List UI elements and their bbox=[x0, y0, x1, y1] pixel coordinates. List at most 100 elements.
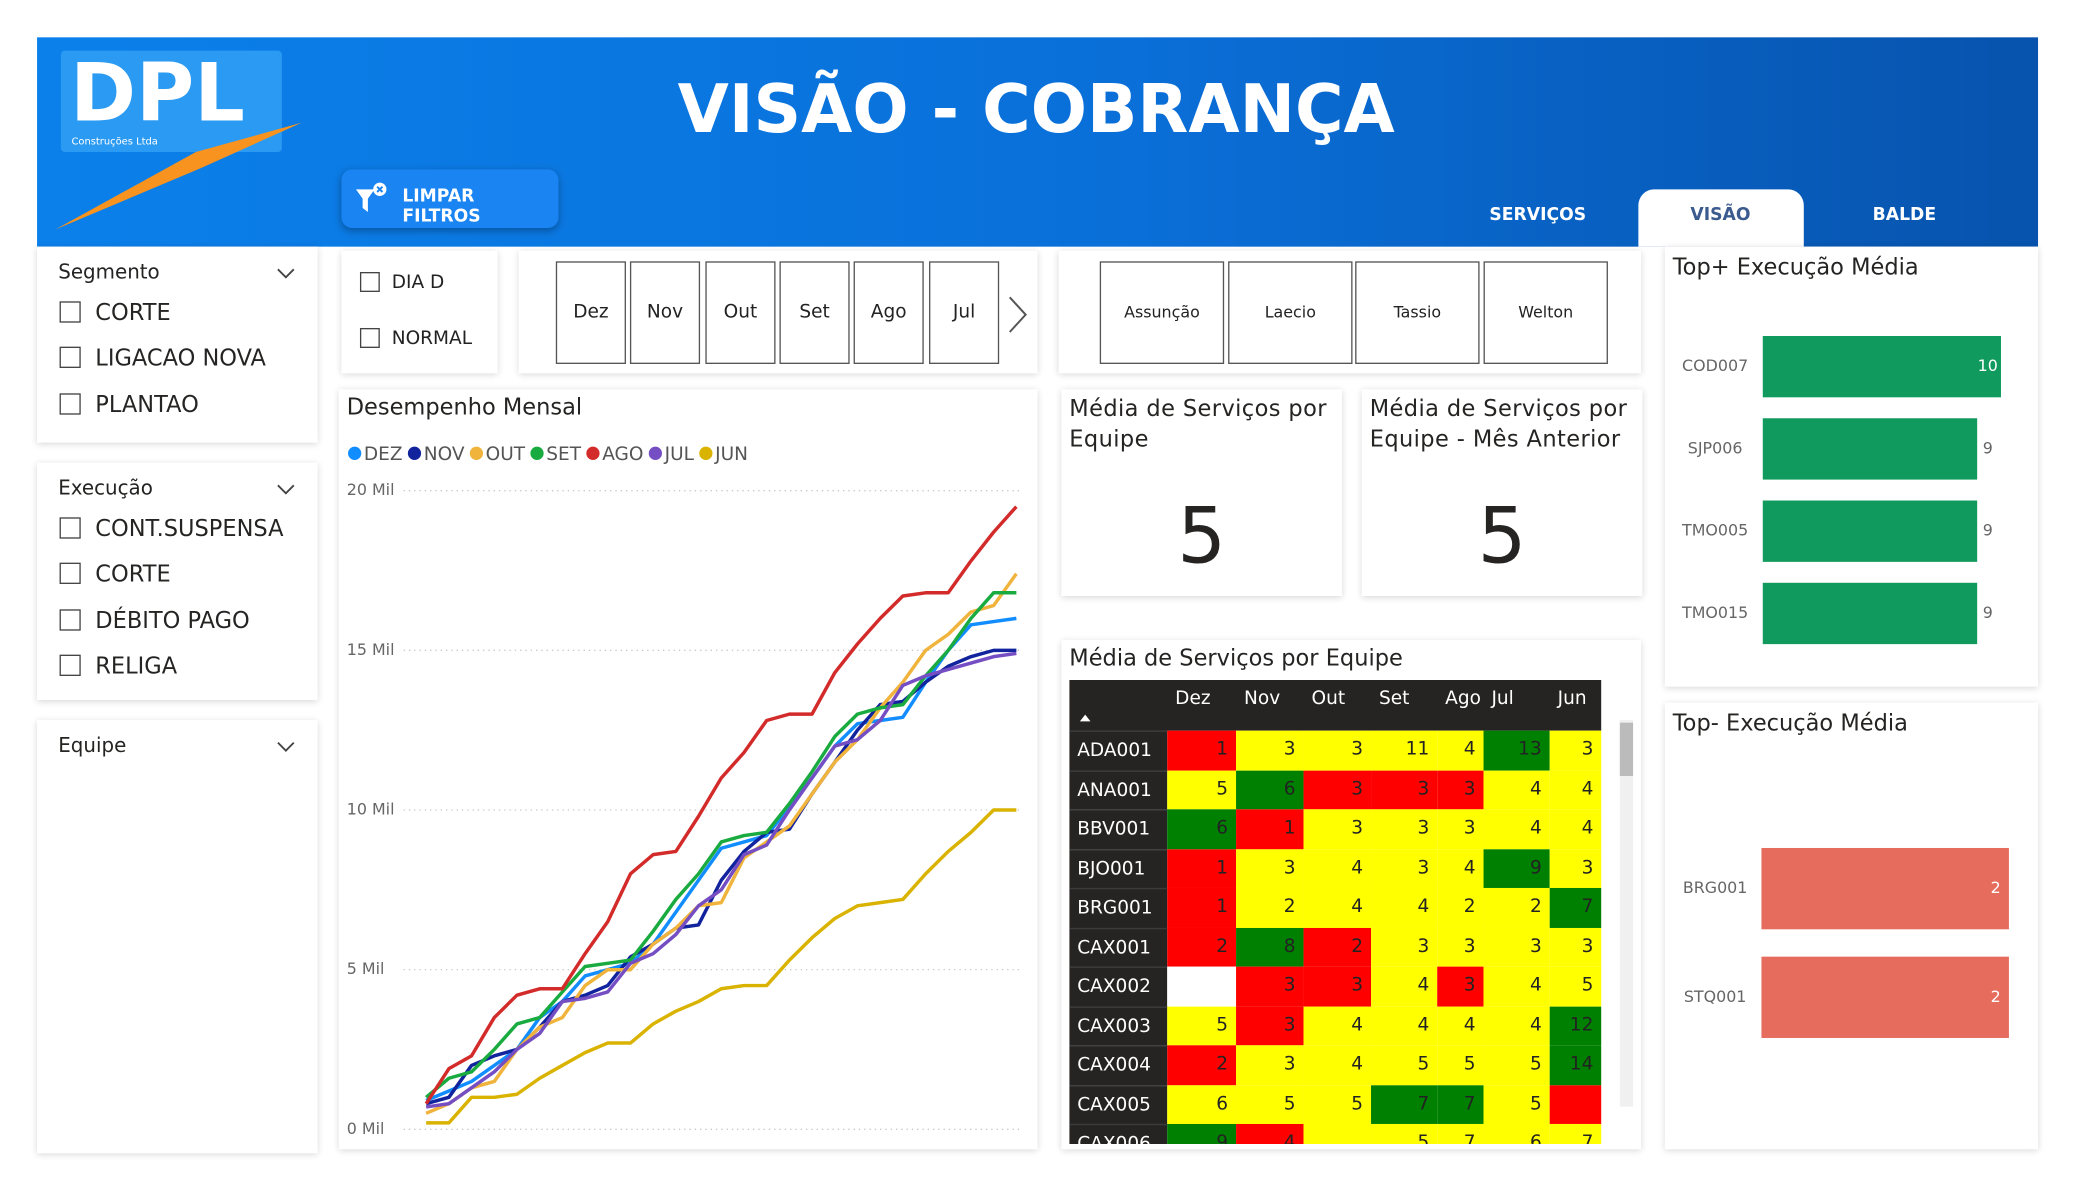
matrix-row-header: CAX006 bbox=[1069, 1123, 1168, 1144]
matrix-cell: 7 bbox=[1437, 1084, 1484, 1124]
checkbox[interactable] bbox=[59, 393, 81, 415]
matrix-cell: 5 bbox=[1167, 1005, 1237, 1046]
matrix-cell: 4 bbox=[1549, 769, 1602, 810]
slicer-option-label: LIGACAO NOVA bbox=[95, 345, 266, 373]
scrollbar-thumb[interactable] bbox=[1619, 722, 1634, 776]
matrix-column-header[interactable]: Nov bbox=[1243, 687, 1281, 710]
slicer-option-label: CORTE bbox=[95, 299, 171, 327]
matrix-cell: 1 bbox=[1236, 809, 1304, 849]
slicer-option[interactable]: CORTE bbox=[56, 297, 307, 329]
month-button[interactable]: Set bbox=[779, 261, 850, 364]
matrix-row-header: CAX003 bbox=[1069, 1005, 1168, 1046]
matrix-column-header[interactable]: Jul bbox=[1491, 687, 1514, 710]
matrix-column-header[interactable]: Jun bbox=[1557, 687, 1587, 710]
matrix-cell: 4 bbox=[1437, 1005, 1484, 1046]
month-button[interactable]: Ago bbox=[853, 261, 924, 364]
bar-chart-panel bbox=[1664, 246, 2039, 687]
checkbox[interactable] bbox=[59, 347, 81, 369]
matrix-cell bbox=[1549, 1084, 1602, 1124]
checkbox[interactable] bbox=[59, 654, 81, 677]
kpi-card bbox=[1361, 389, 1643, 596]
kpi-value: 5 bbox=[1177, 490, 1227, 582]
nav-tab[interactable]: VISÃO bbox=[1690, 205, 1751, 226]
team-button[interactable]: Tassio bbox=[1355, 261, 1480, 364]
kpi-title: Média de Serviços por Equipe - Mês Anter… bbox=[1369, 395, 1628, 454]
kpi-card bbox=[1061, 389, 1342, 596]
logo-swoosh bbox=[55, 122, 302, 230]
checkbox[interactable] bbox=[59, 301, 81, 323]
checkbox[interactable] bbox=[359, 327, 380, 348]
day-type-label: DIA D bbox=[391, 271, 445, 294]
month-button[interactable]: Out bbox=[705, 261, 776, 364]
slicer-panel bbox=[37, 462, 318, 700]
matrix-cell: 3 bbox=[1437, 809, 1484, 849]
nav-tab[interactable]: BALDE bbox=[1872, 205, 1937, 226]
logo-subtitle: Construções Ltda bbox=[71, 136, 157, 147]
matrix-cell: 12 bbox=[1549, 1005, 1602, 1046]
month-button[interactable]: Dez bbox=[555, 261, 626, 364]
slicer-option[interactable]: LIGACAO NOVA bbox=[56, 343, 307, 375]
checkbox[interactable] bbox=[59, 563, 81, 585]
slicer-title: Execução bbox=[58, 475, 153, 500]
team-button[interactable]: Laecio bbox=[1228, 261, 1353, 364]
matrix-cell: 3 bbox=[1437, 927, 1484, 967]
slicer-option[interactable]: DÉBITO PAGO bbox=[56, 605, 307, 637]
day-type-option[interactable]: DIA D bbox=[357, 268, 489, 297]
day-type-option[interactable]: NORMAL bbox=[357, 324, 489, 353]
team-button[interactable]: Assunção bbox=[1099, 261, 1225, 364]
slicer-option-label: CORTE bbox=[95, 561, 171, 589]
slicer-option[interactable]: CONT.SUSPENSA bbox=[56, 513, 307, 545]
matrix-cell: 4 bbox=[1303, 848, 1372, 888]
matrix-cell: 1 bbox=[1167, 887, 1237, 928]
month-button[interactable]: Nov bbox=[629, 261, 701, 364]
matrix-cell: 3 bbox=[1437, 769, 1484, 810]
bar-chart-panel bbox=[1664, 702, 2039, 1150]
scrollbar-track[interactable] bbox=[1619, 719, 1634, 1107]
matrix-column-header[interactable]: Out bbox=[1311, 687, 1346, 710]
matrix-cell: 5 bbox=[1549, 966, 1602, 1006]
month-button[interactable]: Jul bbox=[929, 261, 1000, 364]
matrix-cell: 4 bbox=[1303, 1005, 1372, 1046]
matrix-cell: 3 bbox=[1483, 927, 1550, 967]
matrix-column-header[interactable]: Dez bbox=[1175, 687, 1211, 710]
matrix-column-header[interactable]: Set bbox=[1378, 687, 1410, 710]
matrix-cell: 3 bbox=[1371, 848, 1438, 888]
sort-indicator[interactable] bbox=[1079, 714, 1091, 722]
day-type-panel bbox=[341, 250, 498, 374]
day-type-label: NORMAL bbox=[391, 327, 473, 350]
slicer-option-label: DÉBITO PAGO bbox=[95, 607, 250, 635]
slicer-option[interactable]: PLANTAO bbox=[56, 389, 307, 421]
matrix-cell: 7 bbox=[1549, 887, 1602, 928]
checkbox[interactable] bbox=[359, 271, 380, 292]
line-chart-panel bbox=[338, 389, 1038, 1150]
matrix-cell: 1 bbox=[1167, 848, 1237, 888]
nav-tab[interactable]: SERVIÇOS bbox=[1489, 205, 1587, 226]
matrix-cell bbox=[1167, 966, 1237, 1006]
matrix-cell: 4 bbox=[1549, 809, 1602, 849]
matrix-cell: 5 bbox=[1371, 1123, 1438, 1144]
matrix-cell: 4 bbox=[1483, 966, 1550, 1006]
matrix-row-header: BRG001 bbox=[1069, 887, 1168, 928]
slicer-panel bbox=[37, 719, 318, 1154]
logo-box bbox=[60, 50, 282, 152]
slicer-title: Segmento bbox=[58, 259, 160, 284]
matrix-cell: 9 bbox=[1483, 848, 1550, 888]
matrix-title: Média de Serviços por Equipe bbox=[1069, 645, 1403, 672]
matrix-header-bg bbox=[1069, 679, 1602, 731]
checkbox[interactable] bbox=[59, 517, 81, 539]
checkbox[interactable] bbox=[59, 609, 81, 631]
matrix-column-header[interactable]: Ago bbox=[1445, 687, 1481, 710]
matrix-cell: 4 bbox=[1437, 730, 1484, 770]
matrix-cell: 8 bbox=[1236, 927, 1304, 967]
matrix-cell: 13 bbox=[1483, 730, 1550, 770]
matrix-cell: 5 bbox=[1483, 1084, 1550, 1124]
team-button[interactable]: Welton bbox=[1483, 261, 1608, 364]
clear-filters-button[interactable]: LIMPAR FILTROS bbox=[341, 169, 559, 228]
matrix-cell: 14 bbox=[1549, 1045, 1602, 1085]
matrix-cell: 2 bbox=[1437, 887, 1484, 928]
matrix-cell: 2 bbox=[1167, 1045, 1237, 1085]
matrix-cell: 6 bbox=[1167, 1084, 1237, 1124]
slicer-option[interactable]: RELIGA bbox=[56, 651, 307, 683]
slicer-option[interactable]: CORTE bbox=[56, 559, 307, 591]
matrix-row-header: BJO001 bbox=[1069, 848, 1168, 888]
